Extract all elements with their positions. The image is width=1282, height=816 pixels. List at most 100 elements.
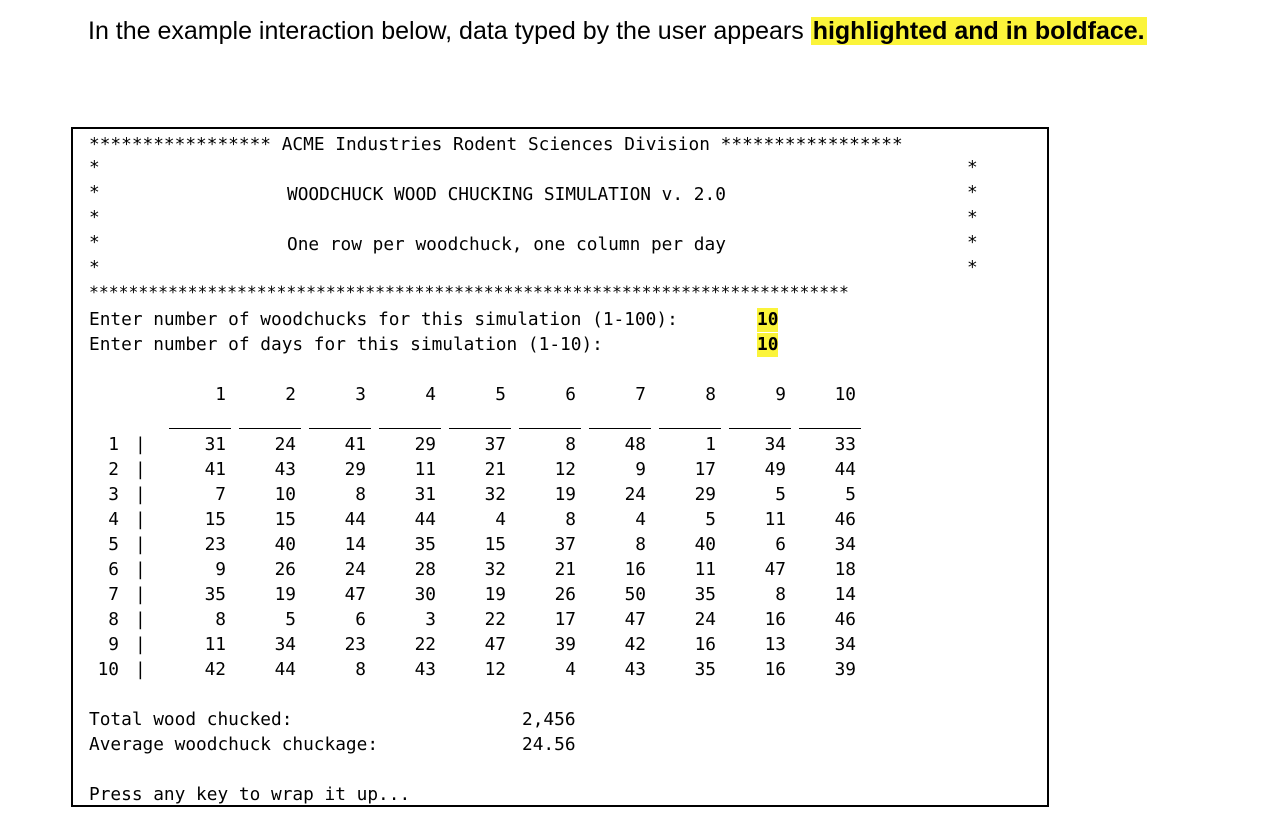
intro-plain: In the example interaction below, data t…: [88, 17, 811, 45]
row-label: 3: [108, 484, 119, 505]
row-separator: |: [135, 534, 146, 555]
row-separator: |: [135, 484, 146, 505]
row-separator: |: [135, 459, 146, 480]
table-cell: 49: [764, 459, 786, 480]
table-cell: 34: [834, 634, 856, 655]
row-label: 10: [97, 659, 119, 680]
table-cell: 24: [274, 434, 296, 455]
table-cell: 12: [554, 459, 576, 480]
table-cell: 4: [495, 509, 506, 530]
table-cell: 42: [624, 634, 646, 655]
row-label: 1: [108, 434, 119, 455]
column-underline: [659, 428, 721, 429]
table-cell: 32: [484, 559, 506, 580]
table-cell: 7: [215, 484, 226, 505]
header-border-right: *: [967, 257, 978, 278]
table-cell: 24: [344, 559, 366, 580]
table-cell: 16: [764, 609, 786, 630]
header-border-right: *: [967, 207, 978, 228]
row-separator: |: [135, 634, 146, 655]
table-cell: 6: [355, 609, 366, 630]
table-cell: 29: [694, 484, 716, 505]
table-cell: 8: [355, 484, 366, 505]
average-value: 24.56: [522, 734, 576, 755]
table-cell: 28: [414, 559, 436, 580]
row-label: 8: [108, 609, 119, 630]
total-label: Total wood chucked:: [89, 709, 293, 730]
table-cell: 37: [554, 534, 576, 555]
program-name: WOODCHUCK WOOD CHUCKING SIMULATION v. 2.…: [287, 184, 726, 205]
table-cell: 17: [694, 459, 716, 480]
table-cell: 44: [274, 659, 296, 680]
table-cell: 40: [274, 534, 296, 555]
row-label: 5: [108, 534, 119, 555]
column-underline: [239, 428, 301, 429]
table-cell: 11: [414, 459, 436, 480]
table-cell: 18: [834, 559, 856, 580]
table-cell: 19: [484, 584, 506, 605]
table-cell: 11: [694, 559, 716, 580]
table-cell: 9: [635, 459, 646, 480]
header-border-right: *: [967, 232, 978, 253]
table-cell: 22: [414, 634, 436, 655]
table-cell: 37: [484, 434, 506, 455]
table-cell: 29: [344, 459, 366, 480]
press-key-prompt: Press any key to wrap it up...: [89, 784, 411, 805]
table-cell: 8: [635, 534, 646, 555]
header-border-left: *: [89, 157, 100, 178]
column-underline: [449, 428, 511, 429]
column-header: 4: [425, 384, 436, 405]
table-cell: 42: [204, 659, 226, 680]
table-cell: 11: [764, 509, 786, 530]
table-cell: 47: [764, 559, 786, 580]
table-cell: 8: [565, 434, 576, 455]
table-cell: 21: [484, 459, 506, 480]
input-woodchucks: 10: [757, 308, 779, 332]
table-cell: 41: [204, 459, 226, 480]
column-header: 1: [215, 384, 226, 405]
intro-highlight: highlighted and in boldface.: [810, 17, 1147, 45]
column-underline: [379, 428, 441, 429]
table-cell: 39: [554, 634, 576, 655]
table-cell: 50: [624, 584, 646, 605]
table-cell: 19: [554, 484, 576, 505]
table-cell: 30: [414, 584, 436, 605]
prompt-woodchucks: Enter number of woodchucks for this simu…: [89, 309, 678, 330]
table-cell: 43: [274, 459, 296, 480]
table-cell: 1: [705, 434, 716, 455]
column-underline: [309, 428, 371, 429]
table-cell: 14: [834, 584, 856, 605]
table-cell: 15: [484, 534, 506, 555]
column-underline: [169, 428, 231, 429]
column-underline: [799, 428, 861, 429]
header-border-left: *: [89, 232, 100, 253]
column-header: 5: [495, 384, 506, 405]
table-cell: 23: [204, 534, 226, 555]
table-cell: 35: [414, 534, 436, 555]
table-cell: 46: [834, 609, 856, 630]
input-days: 10: [757, 333, 779, 357]
intro-text: In the example interaction below, data t…: [88, 14, 1147, 48]
header-title-line: ***************** ACME Industries Rodent…: [89, 133, 903, 157]
column-header: 8: [705, 384, 716, 405]
header-border-right: *: [967, 182, 978, 203]
table-cell: 35: [204, 584, 226, 605]
table-cell: 35: [694, 584, 716, 605]
row-label: 7: [108, 584, 119, 605]
table-cell: 31: [414, 484, 436, 505]
column-header: 3: [355, 384, 366, 405]
table-cell: 15: [204, 509, 226, 530]
table-cell: 48: [624, 434, 646, 455]
table-cell: 34: [274, 634, 296, 655]
table-cell: 19: [274, 584, 296, 605]
table-cell: 43: [414, 659, 436, 680]
column-underline: [589, 428, 651, 429]
row-separator: |: [135, 584, 146, 605]
table-cell: 15: [274, 509, 296, 530]
table-cell: 5: [705, 509, 716, 530]
header-stars-right: *****************: [720, 134, 903, 155]
table-cell: 39: [834, 659, 856, 680]
table-cell: 24: [624, 484, 646, 505]
row-separator: |: [135, 659, 146, 680]
table-cell: 26: [554, 584, 576, 605]
